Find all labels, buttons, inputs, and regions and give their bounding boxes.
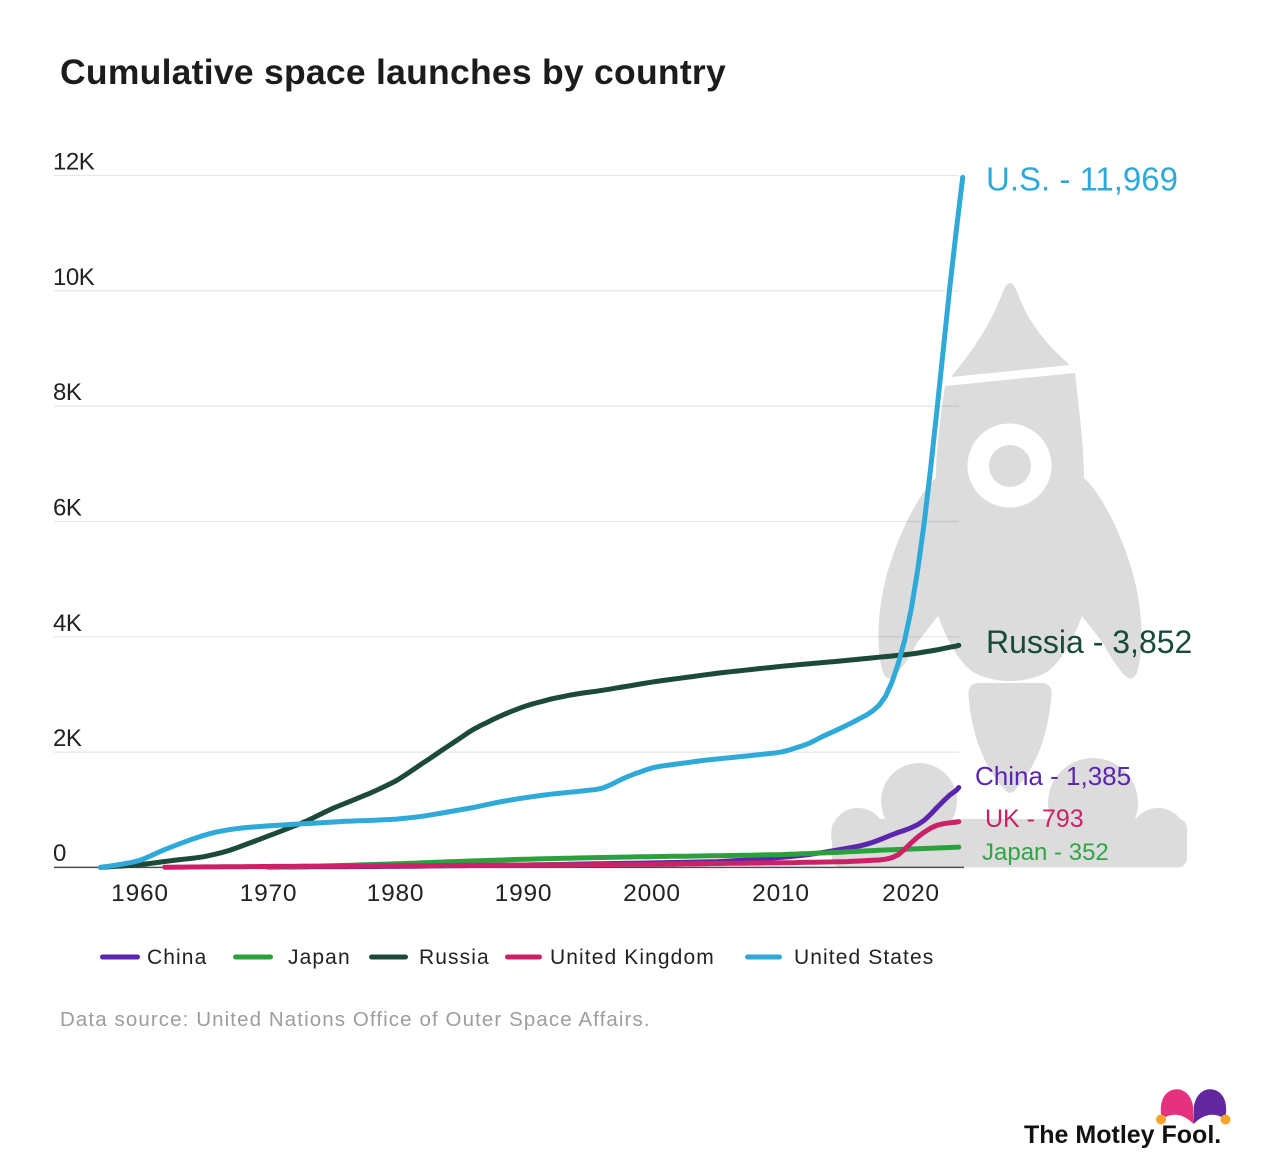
svg-text:The Motley Fool.: The Motley Fool. [1024, 1121, 1221, 1149]
svg-text:0: 0 [53, 840, 66, 867]
svg-text:Data source: United Nations Of: Data source: United Nations Office of Ou… [60, 1008, 651, 1031]
svg-text:2K: 2K [53, 725, 82, 752]
svg-text:Cumulative space launches by c: Cumulative space launches by country [60, 52, 726, 92]
svg-text:4K: 4K [53, 610, 82, 637]
svg-text:China: China [147, 946, 207, 969]
svg-text:1960: 1960 [111, 880, 169, 907]
svg-text:10K: 10K [53, 264, 95, 291]
svg-text:China - 1,385: China - 1,385 [975, 761, 1131, 791]
svg-text:2010: 2010 [752, 880, 810, 907]
svg-text:1990: 1990 [495, 880, 553, 907]
svg-text:12K: 12K [53, 149, 95, 176]
svg-text:UK - 793: UK - 793 [985, 805, 1084, 833]
svg-text:2020: 2020 [882, 880, 940, 907]
svg-text:Russia - 3,852: Russia - 3,852 [986, 624, 1192, 660]
svg-text:1980: 1980 [367, 880, 425, 907]
svg-text:U.S. - 11,969: U.S. - 11,969 [986, 161, 1178, 198]
svg-text:6K: 6K [53, 495, 82, 522]
svg-text:United States: United States [794, 946, 934, 969]
svg-text:Japan - 352: Japan - 352 [982, 839, 1109, 866]
svg-text:United Kingdom: United Kingdom [550, 946, 715, 969]
svg-text:2000: 2000 [623, 880, 681, 907]
svg-text:1970: 1970 [240, 880, 298, 907]
svg-text:Japan: Japan [288, 946, 351, 969]
svg-text:Russia: Russia [419, 946, 490, 969]
svg-text:8K: 8K [53, 379, 82, 406]
